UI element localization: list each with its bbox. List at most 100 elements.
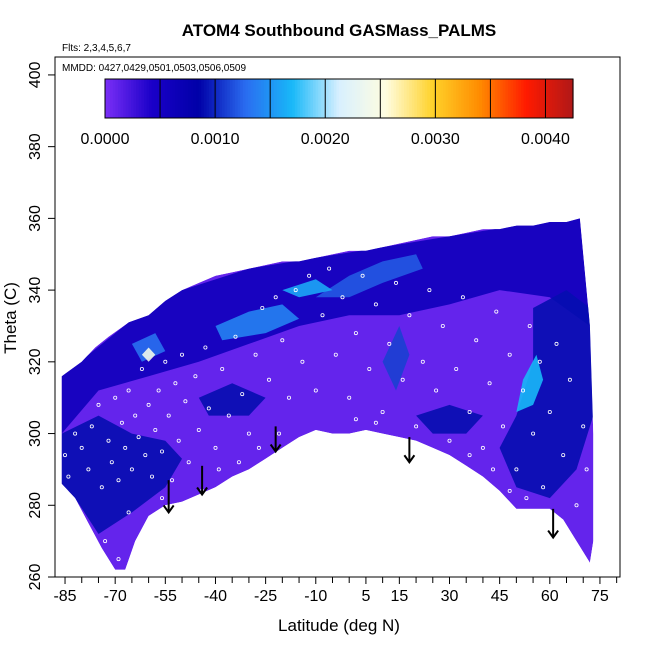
sample-point bbox=[193, 374, 198, 379]
colorbar-segment bbox=[367, 79, 371, 118]
sample-point bbox=[169, 478, 174, 483]
sample-point bbox=[507, 488, 512, 493]
colorbar-segment bbox=[328, 79, 332, 118]
sample-point bbox=[333, 352, 338, 357]
sample-point bbox=[320, 313, 325, 318]
arrow-head bbox=[547, 529, 559, 540]
sample-point bbox=[116, 478, 121, 483]
x-axis: -85 -70 -55 -40 -25 -10 5 15 30 45 60 75 bbox=[53, 577, 618, 605]
sample-point bbox=[99, 485, 104, 490]
sample-point bbox=[581, 424, 586, 429]
sample-point bbox=[103, 539, 108, 544]
colorbar-segment bbox=[185, 79, 189, 118]
colorbar-segment bbox=[502, 79, 506, 118]
colorbar-segment bbox=[401, 79, 405, 118]
colorbar-segment bbox=[469, 79, 473, 118]
sample-point bbox=[467, 453, 472, 458]
colorbar-tick-label: 0.0040 bbox=[521, 131, 570, 148]
sample-point bbox=[73, 431, 78, 436]
colorbar-segment bbox=[482, 79, 486, 118]
sample-point bbox=[79, 445, 84, 450]
heatmap-patch bbox=[198, 383, 266, 416]
colorbar-segment bbox=[362, 79, 366, 118]
colorbar-segment bbox=[385, 79, 389, 118]
sample-point bbox=[159, 449, 164, 454]
x-tick-label: 60 bbox=[541, 588, 559, 605]
sample-point bbox=[567, 377, 572, 382]
tropopause-arrow bbox=[547, 508, 559, 540]
heatmap-patch bbox=[61, 218, 590, 434]
colorbar-segment bbox=[463, 79, 467, 118]
sample-point bbox=[494, 309, 499, 314]
colorbar-segment bbox=[227, 79, 231, 118]
colorbar-segment bbox=[513, 79, 517, 118]
colorbar-segment bbox=[144, 79, 148, 118]
colorbar-segment bbox=[253, 79, 257, 118]
sample-point bbox=[123, 445, 128, 450]
sample-point bbox=[407, 313, 412, 318]
sample-point bbox=[527, 323, 532, 328]
sample-point bbox=[149, 474, 154, 479]
arrow-head bbox=[162, 504, 175, 515]
flights-note: Flts: 2,3,4,5,6,7 bbox=[62, 43, 131, 54]
colorbar-segment bbox=[552, 79, 556, 118]
sample-point bbox=[373, 420, 378, 425]
colorbar-segment bbox=[372, 79, 376, 118]
colorbar-segment bbox=[339, 79, 343, 118]
colorbar-segment bbox=[391, 79, 395, 118]
colorbar-segment bbox=[461, 79, 465, 118]
colorbar-segment bbox=[440, 79, 444, 118]
colorbar-segment bbox=[565, 79, 569, 118]
sample-point bbox=[119, 420, 124, 425]
colorbar-segment bbox=[302, 79, 306, 118]
colorbar-segment bbox=[560, 79, 564, 118]
sample-point bbox=[143, 453, 148, 458]
colorbar-segment bbox=[206, 79, 210, 118]
dates-note: MMDD: 0427,0429,0501,0503,0506,0509 bbox=[62, 63, 246, 74]
colorbar-frame bbox=[104, 78, 574, 119]
colorbar-segment bbox=[406, 79, 410, 118]
sample-point bbox=[467, 409, 472, 414]
colorbar-segment bbox=[570, 79, 574, 118]
colorbar-segment bbox=[349, 79, 353, 118]
sample-point bbox=[66, 474, 71, 479]
colorbar-segment bbox=[175, 79, 179, 118]
colorbar-segment bbox=[523, 79, 527, 118]
sample-point bbox=[113, 395, 118, 400]
sample-point bbox=[347, 395, 352, 400]
colorbar-segment bbox=[534, 79, 538, 118]
colorbar-segment bbox=[474, 79, 478, 118]
sample-point bbox=[146, 402, 151, 407]
colorbar-segment bbox=[201, 79, 205, 118]
tropopause-arrow bbox=[196, 465, 208, 497]
tropopause-arrows bbox=[162, 426, 559, 540]
colorbar-segment bbox=[549, 79, 553, 118]
x-tick-label: -40 bbox=[204, 588, 227, 605]
colorbar-segment bbox=[146, 79, 150, 118]
heatmap-patch bbox=[61, 415, 183, 534]
colorbar-segment bbox=[110, 79, 114, 118]
colorbar-segment bbox=[224, 79, 228, 118]
colorbar-segment bbox=[352, 79, 356, 118]
sample-point bbox=[541, 485, 546, 490]
colorbar-segment bbox=[326, 79, 330, 118]
colorbar-segment bbox=[237, 79, 241, 118]
colorbar-segment bbox=[521, 79, 525, 118]
colorbar-segment bbox=[497, 79, 501, 118]
colorbar-segment bbox=[484, 79, 488, 118]
colorbar-tick-label: 0.0030 bbox=[411, 131, 460, 148]
heatmap-patch bbox=[416, 404, 483, 434]
colorbar-segment bbox=[276, 79, 280, 118]
sample-point bbox=[276, 431, 281, 436]
sample-point bbox=[109, 460, 114, 465]
colorbar-segment bbox=[305, 79, 309, 118]
x-tick-label: -55 bbox=[154, 588, 177, 605]
y-tick-label: 360 bbox=[27, 205, 44, 232]
colorbar-segment bbox=[279, 79, 283, 118]
colorbar-segment bbox=[292, 79, 296, 118]
colorbar-segment bbox=[128, 79, 132, 118]
colorbar-segment bbox=[159, 79, 163, 118]
colorbar-segment bbox=[476, 79, 480, 118]
colorbar-segment bbox=[294, 79, 298, 118]
colorbar-segment bbox=[466, 79, 470, 118]
